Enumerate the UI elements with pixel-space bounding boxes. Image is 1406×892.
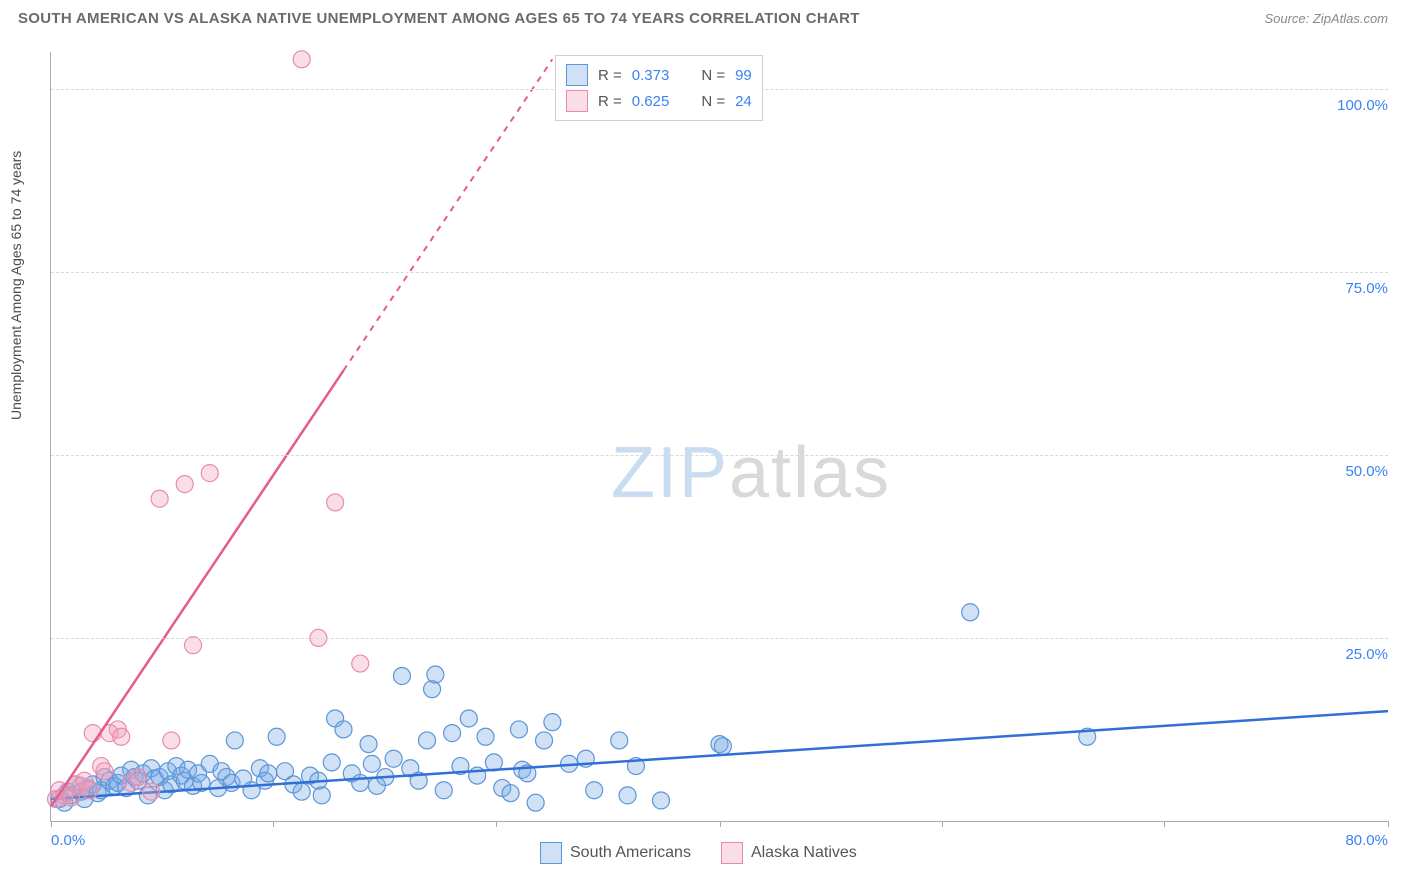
data-point [536,732,553,749]
legend-n-prefix-1: N = [701,93,725,110]
x-tick [496,821,497,827]
x-tick-label-min: 0.0% [51,832,85,849]
data-point [151,490,168,507]
x-tick [1164,821,1165,827]
data-point [714,738,731,755]
data-point [268,728,285,745]
data-point [185,637,202,654]
correlation-legend: R = 0.373 N = 99 R = 0.625 N = 24 [555,55,763,121]
legend-n-value-0: 99 [735,67,752,84]
data-point [611,732,628,749]
data-point [96,763,113,780]
legend-r-value-0: 0.373 [632,67,670,84]
data-point [260,765,277,782]
legend-n-prefix-0: N = [701,67,725,84]
data-point [544,714,561,731]
legend-row-series-1: R = 0.625 N = 24 [566,88,752,114]
data-point [653,792,670,809]
legend-swatch-1 [566,90,588,112]
x-tick-label-max: 80.0% [1345,832,1388,849]
data-point [385,750,402,767]
series-legend: South Americans Alaska Natives [540,842,857,864]
data-point [477,728,494,745]
y-tick-label: 75.0% [1345,280,1388,297]
data-point [586,782,603,799]
series-label-1: Alaska Natives [751,844,857,862]
data-point [327,494,344,511]
legend-row-series-0: R = 0.373 N = 99 [566,62,752,88]
legend-swatch-0 [566,64,588,86]
data-point [419,732,436,749]
trendline-dashed [343,59,552,370]
y-tick-label: 100.0% [1337,97,1388,114]
trendline-solid [51,371,343,807]
series-swatch-1 [721,842,743,864]
data-point [143,783,160,800]
x-tick [273,821,274,827]
gridline-h [51,638,1388,639]
legend-r-value-1: 0.625 [632,93,670,110]
data-point [460,710,477,727]
data-point [163,732,180,749]
data-point [619,787,636,804]
data-point [502,785,519,802]
gridline-h [51,272,1388,273]
series-label-0: South Americans [570,844,691,862]
data-point [293,51,310,68]
x-tick [51,821,52,827]
y-tick-label: 25.0% [1345,646,1388,663]
plot-svg [51,52,1388,821]
legend-r-prefix-0: R = [598,67,622,84]
data-point [113,728,130,745]
y-tick-label: 50.0% [1345,463,1388,480]
y-axis-label: Unemployment Among Ages 65 to 74 years [8,151,24,420]
trendline-solid [51,711,1388,799]
data-point [435,782,452,799]
data-point [176,476,193,493]
data-point [226,732,243,749]
source-attribution: Source: ZipAtlas.com [1264,11,1388,26]
title-bar: SOUTH AMERICAN VS ALASKA NATIVE UNEMPLOY… [18,10,1388,27]
data-point [323,754,340,771]
data-point [293,783,310,800]
data-point [129,769,146,786]
data-point [360,736,377,753]
data-point [335,721,352,738]
data-point [962,604,979,621]
data-point [313,787,330,804]
data-point [352,774,369,791]
data-point [393,667,410,684]
legend-n-value-1: 24 [735,93,752,110]
chart-title: SOUTH AMERICAN VS ALASKA NATIVE UNEMPLOY… [18,10,860,27]
x-tick [720,821,721,827]
series-swatch-0 [540,842,562,864]
data-point [352,655,369,672]
data-point [427,666,444,683]
plot-area: ZIPatlas 25.0%50.0%75.0%100.0%0.0%80.0% [50,52,1388,822]
legend-r-prefix-1: R = [598,93,622,110]
x-tick [942,821,943,827]
data-point [363,755,380,772]
data-point [444,725,461,742]
data-point [81,782,98,799]
data-point [201,465,218,482]
gridline-h [51,455,1388,456]
series-legend-item-1: Alaska Natives [721,842,857,864]
data-point [527,794,544,811]
data-point [510,721,527,738]
series-legend-item-0: South Americans [540,842,691,864]
x-tick [1388,821,1389,827]
